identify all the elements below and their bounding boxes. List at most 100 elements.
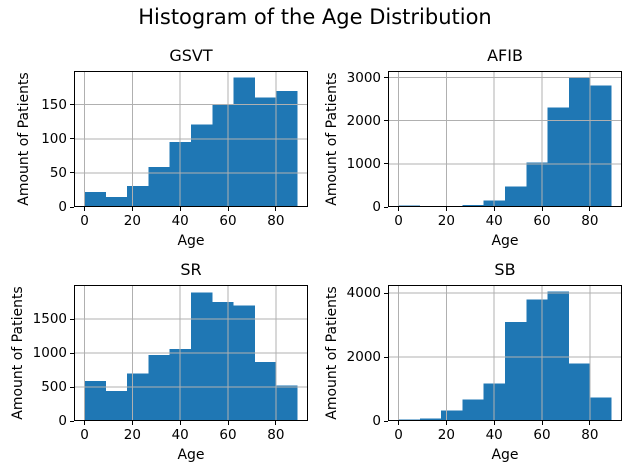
sb-bar-3 xyxy=(462,399,484,421)
sr-xtick-mark-20 xyxy=(131,421,133,425)
sr-xlabel: Age xyxy=(177,447,205,463)
sr-bar-1 xyxy=(105,391,128,421)
gsvt-xtick-label-0: 0 xyxy=(80,213,89,229)
sr-xtick-label-60: 60 xyxy=(219,427,237,443)
sr-ytick-label-1500: 1500 xyxy=(32,311,67,327)
sr-ytick-mark-1000 xyxy=(70,352,74,354)
sr-bar-2 xyxy=(127,373,149,421)
gsvt-xtick-mark-60 xyxy=(227,207,229,211)
sb-spines xyxy=(388,285,622,421)
afib-xtick-mark-0 xyxy=(398,207,400,211)
sr-ytick-mark-0 xyxy=(70,420,74,422)
afib-ytick-label-1000: 1000 xyxy=(346,155,381,172)
sb-ytick-label-4000: 4000 xyxy=(346,285,381,302)
sr-xtick-mark-0 xyxy=(84,421,86,425)
sb-xtick-label-20: 20 xyxy=(437,427,455,443)
gsvt-ytick-label-150: 150 xyxy=(41,96,67,113)
sb-xlabel: Age xyxy=(491,447,519,463)
afib-xtick-mark-20 xyxy=(445,207,447,211)
afib-xtick-label-60: 60 xyxy=(533,213,551,229)
sb-ylabel: Amount of Patients xyxy=(324,286,340,420)
sr-bar-7 xyxy=(233,305,255,421)
sr-bar-9 xyxy=(276,385,298,421)
afib-ytick-mark-1000 xyxy=(384,163,388,165)
sb-xtick-mark-80 xyxy=(589,421,591,425)
afib-xtick-label-40: 40 xyxy=(485,213,503,229)
gsvt-ytick-label-50: 50 xyxy=(49,164,67,181)
sr-xtick-label-20: 20 xyxy=(123,427,141,443)
sr-bar-8 xyxy=(254,361,277,421)
sb-bar-9 xyxy=(590,397,612,421)
sr-bar-5 xyxy=(191,292,213,421)
gsvt-bar-1 xyxy=(105,196,128,207)
sr-xtick-label-80: 80 xyxy=(267,427,285,443)
sr-title: SR xyxy=(180,260,202,279)
sb-xtick-label-0: 0 xyxy=(394,427,403,443)
afib-xtick-label-20: 20 xyxy=(437,213,455,229)
sr-bar-6 xyxy=(212,302,234,421)
gsvt-ytick-label-100: 100 xyxy=(41,130,67,147)
sr-xtick-mark-60 xyxy=(227,421,229,425)
sb-xtick-label-60: 60 xyxy=(533,427,551,443)
sb-bar-1 xyxy=(419,418,442,421)
gsvt-xtick-label-20: 20 xyxy=(123,213,141,229)
gsvt-xtick-mark-20 xyxy=(131,207,133,211)
sr-ytick-label-0: 0 xyxy=(58,413,67,429)
afib-bar-8 xyxy=(568,77,591,207)
sr-ytick-mark-500 xyxy=(70,386,74,388)
afib-spines xyxy=(388,71,622,207)
gsvt-bar-5 xyxy=(191,124,213,207)
gsvt-plot-area xyxy=(74,71,308,207)
gsvt-xlabel: Age xyxy=(177,233,205,249)
afib-xtick-mark-80 xyxy=(589,207,591,211)
gsvt-title: GSVT xyxy=(169,46,213,65)
gsvt-ytick-mark-0 xyxy=(70,206,74,208)
sr-spines xyxy=(74,285,308,421)
gsvt-xtick-mark-80 xyxy=(275,207,277,211)
sb-ytick-label-0: 0 xyxy=(372,413,381,429)
sr-xtick-label-40: 40 xyxy=(171,427,189,443)
afib-ytick-mark-3000 xyxy=(384,77,388,78)
sb-title: SB xyxy=(494,260,516,279)
afib-title: AFIB xyxy=(487,46,523,65)
gsvt-bar-3 xyxy=(148,166,170,207)
gsvt-bar-8 xyxy=(254,97,277,207)
afib-xtick-mark-60 xyxy=(541,207,543,211)
afib-plot-area xyxy=(388,71,622,207)
sb-bar-8 xyxy=(568,363,591,421)
afib-ytick-label-0: 0 xyxy=(372,199,381,215)
gsvt-bar-7 xyxy=(233,77,255,207)
gsvt-xtick-label-40: 40 xyxy=(171,213,189,229)
afib-xlabel: Age xyxy=(491,233,519,249)
sr-xtick-mark-80 xyxy=(275,421,277,425)
sr-ytick-label-500: 500 xyxy=(41,379,67,395)
gsvt-ytick-mark-50 xyxy=(70,172,74,174)
sb-ytick-mark-0 xyxy=(384,420,388,422)
sb-bar-7 xyxy=(547,291,569,421)
sr-bar-0 xyxy=(84,380,106,421)
gsvt-ytick-mark-100 xyxy=(70,138,74,140)
afib-ytick-label-3000: 3000 xyxy=(346,69,381,86)
afib-xtick-label-80: 80 xyxy=(581,213,599,229)
afib-xtick-label-0: 0 xyxy=(394,213,403,229)
sb-ytick-mark-4000 xyxy=(384,292,388,294)
gsvt-xtick-mark-40 xyxy=(179,207,181,211)
afib-bar-9 xyxy=(590,85,612,207)
gsvt-bar-9 xyxy=(276,91,298,207)
sr-ytick-mark-1500 xyxy=(70,318,74,320)
sr-xtick-mark-40 xyxy=(179,421,181,425)
sb-xtick-mark-20 xyxy=(445,421,447,425)
afib-ytick-mark-2000 xyxy=(384,120,388,122)
sb-bar-6 xyxy=(526,299,548,421)
figure-title: Histogram of the Age Distribution xyxy=(138,5,492,29)
sr-plot-area xyxy=(74,285,308,421)
sb-bar-5 xyxy=(505,321,527,421)
sr-ylabel: Amount of Patients xyxy=(10,286,26,420)
afib-bar-6 xyxy=(526,162,548,207)
afib-xtick-mark-40 xyxy=(493,207,495,211)
gsvt-ytick-label-0: 0 xyxy=(58,199,67,215)
afib-ytick-mark-0 xyxy=(384,206,388,208)
sr-bar-3 xyxy=(148,355,170,421)
afib-bar-7 xyxy=(547,107,569,207)
